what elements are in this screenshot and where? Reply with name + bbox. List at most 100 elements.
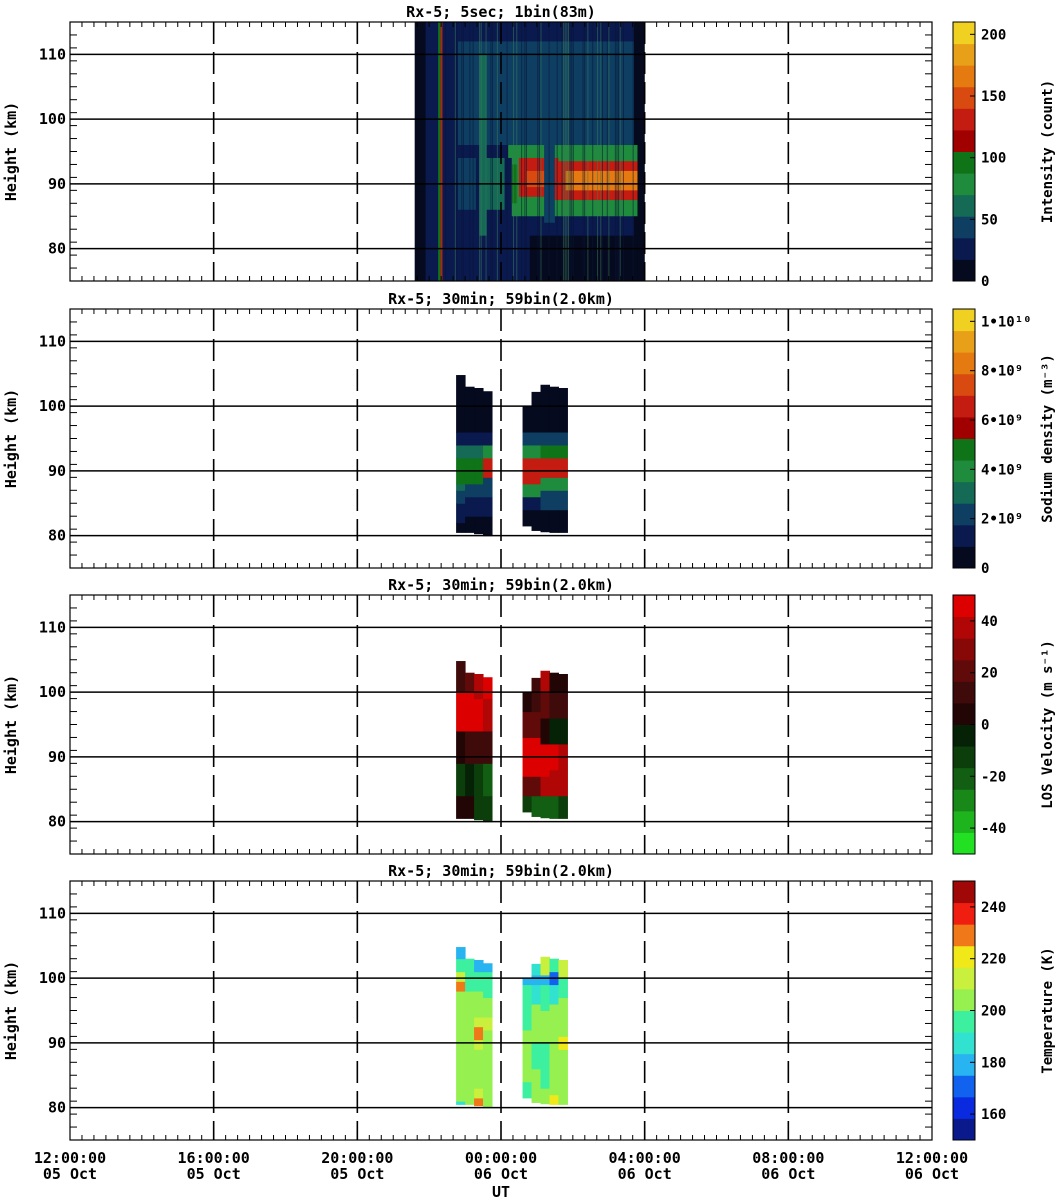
data-cell	[474, 496, 484, 517]
data-cell	[483, 677, 493, 700]
colorbar-tick-label: 20	[981, 666, 998, 682]
profile-stripe	[616, 22, 618, 281]
data-cell	[558, 457, 568, 478]
data-cell	[531, 391, 542, 433]
data-cell	[531, 711, 542, 738]
y-tick-label: 110	[39, 45, 66, 63]
intensity-block	[479, 54, 487, 236]
data-cell	[558, 959, 568, 979]
colorbar-tick-label: 4•10⁹	[981, 462, 1023, 478]
x-tick-time: 04:00:00	[609, 1149, 681, 1167]
colorbar-swatch	[953, 151, 975, 174]
profile-stripe	[601, 22, 603, 281]
data-cell	[522, 1004, 533, 1031]
colorbar-tick-label: 180	[981, 1055, 1006, 1071]
colorbar-swatch	[953, 503, 975, 526]
data-cell	[465, 795, 475, 819]
profile-stripe	[485, 22, 487, 281]
data-cell	[474, 795, 484, 821]
data-cell	[456, 981, 466, 992]
intensity-block	[457, 41, 634, 146]
x-tick-date: 05 Oct	[330, 1165, 384, 1183]
colorbar-swatch	[953, 638, 975, 661]
data-cell	[540, 432, 550, 446]
data-cell	[540, 776, 550, 797]
data-cell	[531, 677, 542, 713]
profile-stripe	[582, 22, 584, 281]
colorbar-swatch	[953, 810, 975, 833]
data-cell	[549, 718, 559, 745]
y-tick-label: 80	[48, 813, 66, 831]
data-cell	[456, 763, 466, 797]
colorbar-swatch	[953, 767, 975, 790]
intensity-block	[438, 22, 441, 281]
data-cell	[456, 730, 466, 764]
data-cell	[483, 477, 493, 498]
data-cell	[531, 1042, 542, 1070]
data-cell	[456, 661, 466, 693]
profile-stripe	[480, 22, 482, 281]
colorbar-swatch	[953, 659, 975, 682]
data-cell	[465, 386, 475, 433]
data-cell	[483, 432, 493, 446]
data-cell	[456, 483, 466, 491]
profile-stripe	[564, 22, 566, 281]
x-tick-date: 05 Oct	[43, 1165, 97, 1183]
intensity-block	[414, 22, 426, 281]
y-tick-label: 90	[48, 462, 66, 480]
y-tick-label: 110	[39, 618, 66, 636]
data-cell	[474, 444, 484, 459]
data-cell	[540, 384, 550, 433]
x-tick-time: 00:00:00	[465, 1149, 537, 1167]
data-cell	[474, 387, 484, 433]
colorbar-swatch	[953, 988, 975, 1011]
y-tick-label: 110	[39, 332, 66, 350]
intensity-block	[633, 22, 645, 281]
data-cell	[474, 673, 484, 700]
data-cell	[465, 763, 475, 797]
panel-title: Rx-5; 30min; 59bin(2.0km)	[388, 290, 614, 308]
profile-stripe	[540, 22, 542, 281]
colorbar-label: Intensity (count)	[1040, 80, 1056, 223]
data-cell	[465, 1042, 475, 1063]
profile-stripe	[587, 22, 589, 281]
data-cell	[456, 947, 466, 960]
panel-4: 80 90 100 110 Height (km) Rx-5; 30min; 59bin(…	[2, 862, 1056, 1141]
panel-1: 80 90 100 110 Height (km) Rx-5; 5sec; 1bin(83…	[2, 3, 1056, 290]
y-tick-label: 110	[39, 904, 66, 922]
data-cell	[549, 769, 559, 797]
colorbar-swatch	[953, 237, 975, 260]
data-cell	[558, 692, 568, 719]
profile-stripe	[548, 22, 550, 281]
data-cell	[456, 971, 466, 982]
data-cell	[483, 1029, 493, 1109]
panel-title: Rx-5; 30min; 59bin(2.0km)	[388, 576, 614, 594]
data-cell	[456, 1101, 466, 1105]
colorbar-swatch	[953, 881, 975, 904]
data-cell	[522, 483, 533, 498]
data-cell	[540, 477, 550, 491]
data-cell	[549, 477, 559, 491]
colorbar-swatch	[953, 259, 975, 282]
data-cell	[531, 496, 542, 511]
data-cell	[558, 387, 568, 433]
data-cell	[540, 1010, 550, 1044]
data-cell	[483, 1016, 493, 1031]
profile-stripe	[524, 22, 526, 281]
data-cell	[558, 718, 568, 745]
data-cell	[522, 984, 533, 1005]
data-cell	[465, 692, 475, 732]
data-cell	[540, 795, 550, 819]
colorbar-swatch	[953, 681, 975, 704]
colorbar-tick-label: 50	[981, 212, 998, 228]
x-tick-date: 05 Oct	[187, 1165, 241, 1183]
data-cell	[483, 516, 493, 537]
data-cell	[483, 496, 493, 517]
data-cell	[540, 718, 550, 745]
profile-stripe	[584, 22, 586, 281]
x-tick-time: 08:00:00	[752, 1149, 824, 1167]
data-cell	[558, 432, 568, 446]
data-cell	[549, 386, 559, 433]
x-axis-label: UT	[492, 1183, 510, 1200]
colorbar-swatch	[953, 173, 975, 196]
